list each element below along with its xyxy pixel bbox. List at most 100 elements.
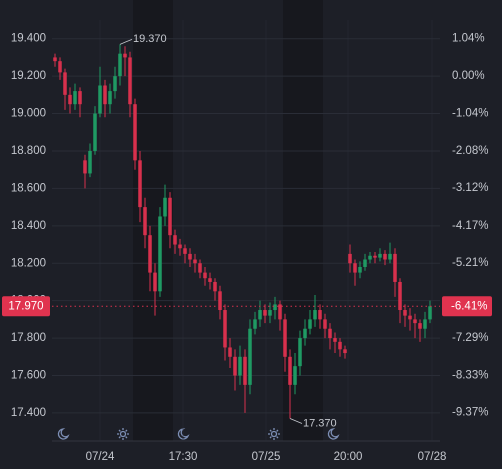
candle-body <box>53 57 57 62</box>
candle-body <box>338 341 342 350</box>
candle-body <box>208 278 212 282</box>
marker-label: 17.370 <box>303 417 337 429</box>
candle-body <box>168 197 172 236</box>
y-tick-label: 19.400 <box>11 33 46 45</box>
last-change-label: -6.41% <box>451 300 487 312</box>
candle-body <box>68 94 72 105</box>
candle-body <box>408 315 412 320</box>
candle-body <box>308 319 312 329</box>
y2-tick-label: -4.17% <box>452 220 488 232</box>
candle-body <box>258 310 262 320</box>
candle-body <box>73 91 77 105</box>
y-tick-label: 18.400 <box>11 220 46 232</box>
y-tick-label: 17.600 <box>11 370 46 382</box>
last-price-label: 17.970 <box>8 300 43 312</box>
candle-body <box>203 272 207 279</box>
candle-body <box>243 356 247 385</box>
y-tick-label: 19.200 <box>11 70 46 82</box>
y-tick-label: 19.000 <box>11 108 46 120</box>
candle-body <box>373 255 377 258</box>
candle-body <box>318 310 322 320</box>
candle-body <box>393 253 397 282</box>
candle-body <box>368 255 372 260</box>
sun-icon <box>117 428 129 440</box>
y-tick-label: 18.800 <box>11 145 46 157</box>
y2-tick-label: -5.21% <box>452 257 488 269</box>
y-tick-label: 17.400 <box>11 407 46 419</box>
candle-body <box>188 253 192 260</box>
candle-body <box>313 310 317 320</box>
moon-icon <box>57 428 70 440</box>
session-band <box>133 0 173 441</box>
candle-body <box>273 304 277 311</box>
y2-tick-label: 1.04% <box>452 33 485 45</box>
y-tick-label: 18.200 <box>11 257 46 269</box>
x-tick-label: 07/28 <box>418 451 447 463</box>
sun-icon <box>268 428 280 440</box>
candle-body <box>363 259 367 267</box>
marker-leader <box>289 418 303 424</box>
candle-body <box>193 259 197 264</box>
candle-body <box>163 197 167 217</box>
y2-tick-label: -1.04% <box>452 107 488 119</box>
candle-body <box>288 356 292 385</box>
candle-body <box>103 85 107 105</box>
candle-body <box>83 160 87 174</box>
y-tick-label: 17.800 <box>11 332 46 344</box>
candle-body <box>123 53 127 58</box>
candle-body <box>213 281 217 292</box>
candle-body <box>198 263 202 273</box>
y2-tick-label: -8.33% <box>452 369 488 381</box>
candle-body <box>348 253 352 264</box>
candle-body <box>118 53 122 77</box>
candle-body <box>323 319 327 329</box>
last-change-box <box>442 296 492 317</box>
candle-body <box>423 319 427 329</box>
candle-body <box>233 356 237 376</box>
candle-body <box>113 76 117 92</box>
candle-body <box>418 323 422 329</box>
candle-body <box>253 319 257 329</box>
y-tick-label: 18.600 <box>11 182 46 194</box>
y2-tick-label: -3.12% <box>452 182 488 194</box>
candle-body <box>343 349 347 354</box>
candle-body <box>93 113 97 151</box>
candle-body <box>148 235 152 273</box>
candle-body <box>58 61 62 73</box>
candle-body <box>248 328 252 385</box>
candle-body <box>298 338 302 367</box>
candle-body <box>63 72 67 95</box>
marker-leader <box>119 38 133 45</box>
last-price-box <box>2 296 50 317</box>
x-tick-label: 07/24 <box>86 451 115 463</box>
x-tick-label: 07/25 <box>252 451 281 463</box>
y2-tick-label: 0.00% <box>452 70 485 82</box>
candle-body <box>143 207 147 236</box>
candle-body <box>88 150 92 174</box>
candle-body <box>158 216 162 292</box>
candle-body <box>328 328 332 339</box>
y2-tick-label: -2.08% <box>452 145 488 157</box>
candle-body <box>268 310 272 316</box>
y2-tick-label: -7.29% <box>452 332 488 344</box>
candle-body <box>398 281 402 311</box>
candle-body <box>238 356 242 376</box>
candle-body <box>388 253 392 260</box>
candle-body <box>428 306 432 320</box>
candle-body <box>153 272 157 292</box>
candle-body <box>378 253 382 258</box>
candle-body <box>228 347 232 357</box>
candle-body <box>413 319 417 324</box>
candle-body <box>333 338 337 342</box>
candle-body <box>303 328 307 339</box>
candle-body <box>218 291 222 311</box>
candle-body <box>223 310 227 348</box>
candle-body <box>283 319 287 357</box>
session-icons <box>57 428 340 440</box>
candle-body <box>173 235 177 245</box>
x-tick-label: 20:00 <box>334 451 363 463</box>
candle-body <box>278 304 282 320</box>
candle-body <box>138 160 142 208</box>
moon-icon <box>327 428 340 440</box>
